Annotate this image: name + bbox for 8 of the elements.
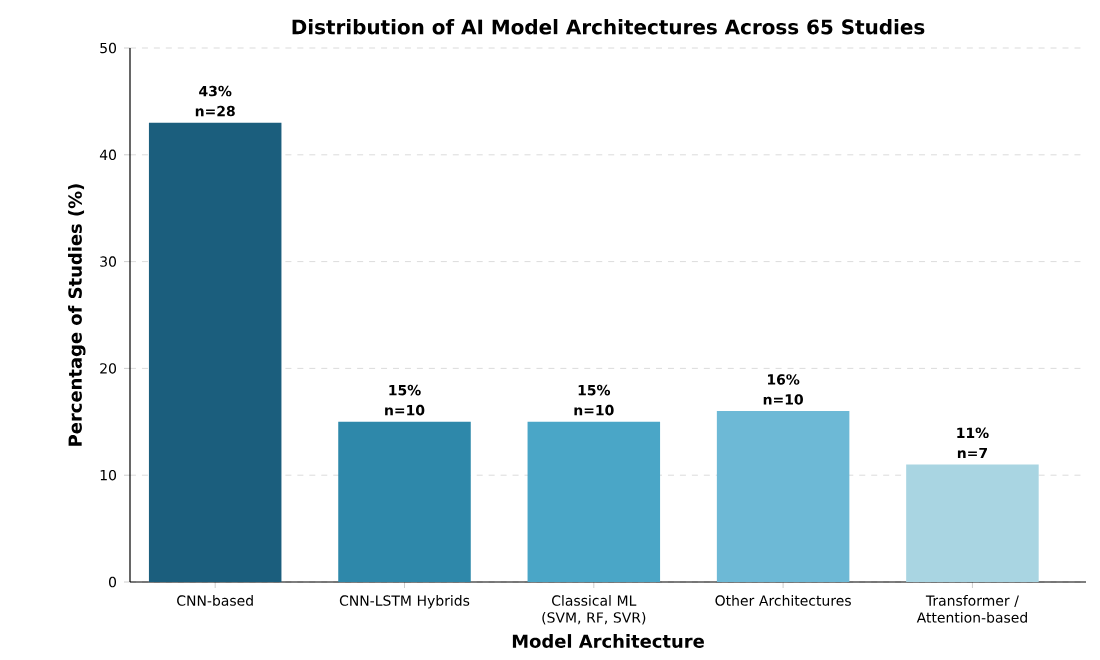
bar bbox=[148, 122, 282, 582]
bar bbox=[906, 464, 1039, 582]
x-axis-title: Model Architecture bbox=[512, 634, 704, 648]
y-axis-title: Percentage of Studies (%) bbox=[68, 184, 86, 446]
bar bbox=[338, 421, 471, 582]
bar bbox=[716, 411, 850, 582]
chart-title: Distribution of AI Model Architectures Across 65 Studies bbox=[292, 19, 925, 35]
bar bbox=[527, 421, 661, 582]
